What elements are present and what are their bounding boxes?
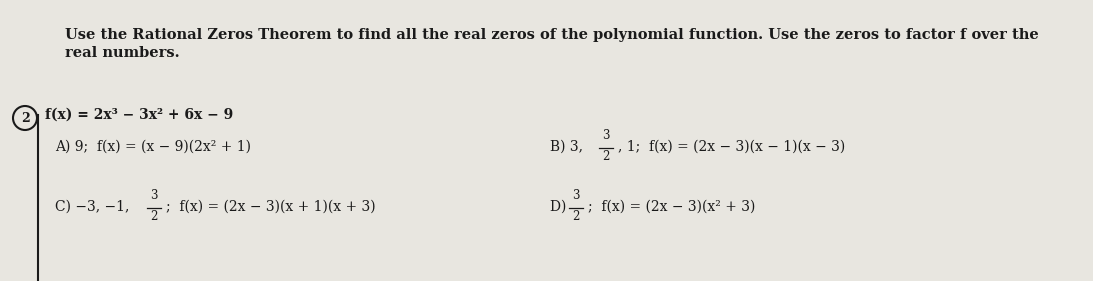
- Text: 2: 2: [573, 210, 579, 223]
- Text: 3: 3: [573, 189, 579, 202]
- Text: 2: 2: [151, 210, 157, 223]
- Text: real numbers.: real numbers.: [64, 46, 179, 60]
- Text: C) −3, −1,: C) −3, −1,: [55, 200, 133, 214]
- Text: D): D): [550, 200, 571, 214]
- Text: 3: 3: [602, 129, 610, 142]
- Text: f(x) = 2x³ − 3x² + 6x − 9: f(x) = 2x³ − 3x² + 6x − 9: [45, 108, 233, 122]
- Text: ;  f(x) = (2x − 3)(x + 1)(x + 3): ; f(x) = (2x − 3)(x + 1)(x + 3): [166, 200, 376, 214]
- Text: Use the Rational Zeros Theorem to find all the real zeros of the polynomial func: Use the Rational Zeros Theorem to find a…: [64, 28, 1038, 42]
- Text: , 1;  f(x) = (2x − 3)(x − 1)(x − 3): , 1; f(x) = (2x − 3)(x − 1)(x − 3): [618, 140, 845, 154]
- Text: A) 9;  f(x) = (x − 9)(2x² + 1): A) 9; f(x) = (x − 9)(2x² + 1): [55, 140, 251, 154]
- Text: 2: 2: [602, 150, 610, 163]
- Text: 3: 3: [150, 189, 157, 202]
- Text: B) 3,: B) 3,: [550, 140, 587, 154]
- Text: 2: 2: [21, 112, 30, 124]
- Text: ;  f(x) = (2x − 3)(x² + 3): ; f(x) = (2x − 3)(x² + 3): [588, 200, 755, 214]
